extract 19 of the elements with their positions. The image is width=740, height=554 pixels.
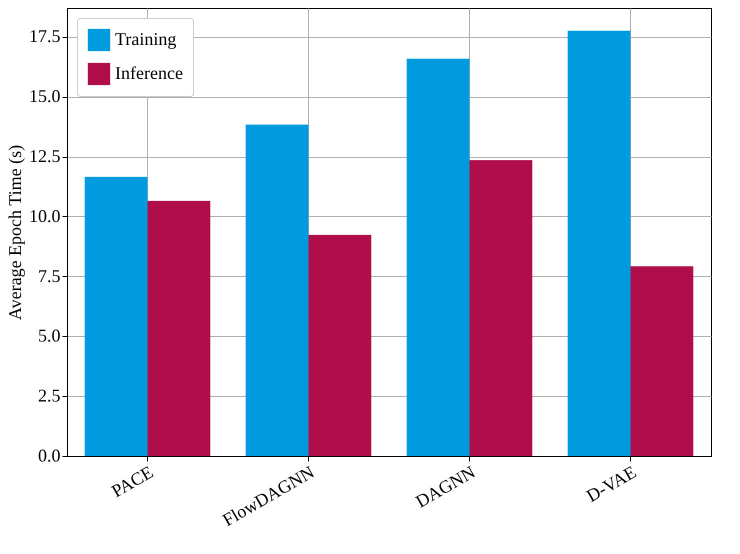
bar — [406, 58, 470, 456]
y-tick-label: 17.5 — [29, 26, 60, 46]
y-tick-label: 0.0 — [38, 446, 60, 466]
y-tick-label: 7.5 — [38, 266, 60, 286]
bar — [84, 176, 148, 456]
bar — [568, 30, 630, 456]
y-tick-label: 10.0 — [29, 206, 60, 226]
legend-label: Training — [115, 29, 176, 49]
y-tick-label: 2.5 — [38, 386, 60, 406]
y-axis-title: Average Epoch Time (s) — [5, 144, 25, 320]
bar — [630, 266, 694, 456]
bar — [308, 234, 372, 456]
y-tick-label: 5.0 — [38, 326, 60, 346]
y-tick-label: 12.5 — [29, 146, 60, 166]
bar — [470, 160, 532, 456]
bar — [246, 124, 308, 456]
legend-label: Inference — [115, 63, 183, 83]
bar — [148, 200, 210, 456]
y-tick-label: 15.0 — [29, 86, 60, 106]
